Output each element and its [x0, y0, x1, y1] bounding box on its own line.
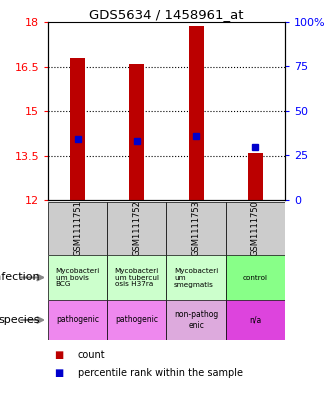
- Bar: [48, 202, 107, 255]
- Bar: [248, 152, 263, 200]
- Title: GDS5634 / 1458961_at: GDS5634 / 1458961_at: [89, 8, 244, 21]
- Bar: [48, 300, 107, 340]
- Text: GSM1111750: GSM1111750: [251, 200, 260, 257]
- Text: count: count: [78, 350, 105, 360]
- Text: infection: infection: [0, 272, 40, 283]
- Bar: [70, 58, 85, 200]
- Text: GSM1111751: GSM1111751: [73, 200, 82, 257]
- Bar: [226, 300, 285, 340]
- Text: Mycobacteri
um
smegmatis: Mycobacteri um smegmatis: [174, 268, 218, 288]
- Text: n/a: n/a: [249, 316, 261, 325]
- Bar: [167, 300, 226, 340]
- Text: control: control: [243, 274, 268, 281]
- Text: GSM1111753: GSM1111753: [192, 200, 201, 257]
- Bar: [107, 300, 167, 340]
- Bar: [189, 26, 204, 200]
- Text: ■: ■: [54, 368, 64, 378]
- Bar: [107, 202, 167, 255]
- Text: GSM1111752: GSM1111752: [132, 200, 141, 257]
- Bar: [226, 202, 285, 255]
- Text: Mycobacteri
um bovis
BCG: Mycobacteri um bovis BCG: [55, 268, 100, 288]
- Bar: [107, 255, 167, 300]
- Bar: [48, 255, 107, 300]
- Bar: [167, 255, 226, 300]
- Text: ■: ■: [54, 350, 64, 360]
- Text: pathogenic: pathogenic: [56, 316, 99, 325]
- Text: Mycobacteri
um tubercul
osis H37ra: Mycobacteri um tubercul osis H37ra: [115, 268, 159, 288]
- Bar: [226, 255, 285, 300]
- Bar: [167, 202, 226, 255]
- Text: species: species: [0, 315, 40, 325]
- Text: non-pathog
enic: non-pathog enic: [174, 310, 218, 330]
- Text: percentile rank within the sample: percentile rank within the sample: [78, 368, 243, 378]
- Text: pathogenic: pathogenic: [115, 316, 158, 325]
- Bar: [129, 64, 144, 200]
